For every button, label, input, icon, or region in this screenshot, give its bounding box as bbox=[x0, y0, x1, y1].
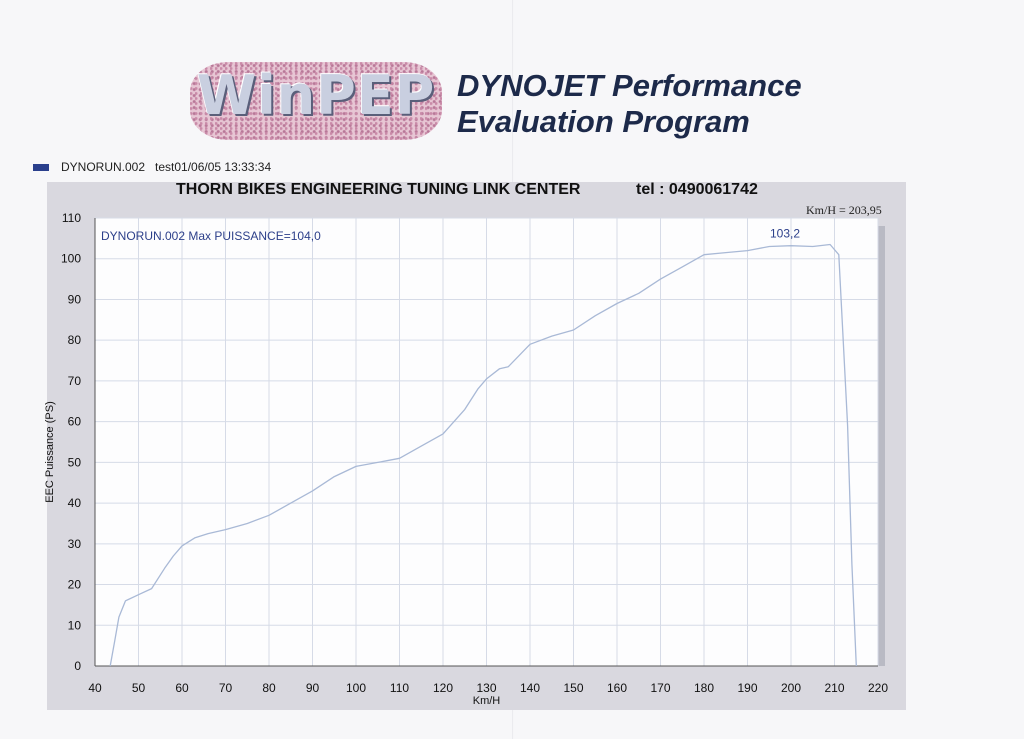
legend-run-name: DYNORUN.002 bbox=[61, 160, 146, 174]
program-title: DYNOJET Performance Evaluation Program bbox=[457, 68, 877, 140]
program-title-line2: Evaluation Program bbox=[457, 104, 750, 139]
y-tick-label: 70 bbox=[68, 374, 82, 388]
y-tick-label: 30 bbox=[68, 537, 82, 551]
y-tick-label: 50 bbox=[68, 455, 82, 469]
plot-layer: 40 50 60 70 80 90 100 110 120 130 140 150 160 170 180 1… bbox=[44, 211, 888, 707]
x-tick-label: 80 bbox=[262, 681, 276, 695]
header-title: THORN BIKES ENGINEERING TUNING LINK CENT… bbox=[176, 181, 581, 198]
x-tick-label: 190 bbox=[737, 681, 757, 695]
x-tick-label: 130 bbox=[476, 681, 496, 695]
x-tick-label: 140 bbox=[520, 681, 540, 695]
legend-run-info: test01/06/05 13:33:34 bbox=[155, 160, 272, 174]
x-tick-label: 180 bbox=[694, 681, 714, 695]
x-tick-label: 170 bbox=[650, 681, 670, 695]
logo-text: WinPEP bbox=[196, 64, 436, 127]
y-axis-title: EEC Puissance (PS) bbox=[44, 401, 56, 502]
x-tick-label: 200 bbox=[781, 681, 801, 695]
legend-swatch bbox=[33, 163, 49, 171]
x-tick-label: 160 bbox=[607, 681, 627, 695]
plot-shadow bbox=[878, 226, 885, 666]
x-tick-label: 110 bbox=[390, 681, 409, 695]
y-tick-label: 20 bbox=[68, 578, 82, 592]
x-tick-label: 120 bbox=[433, 681, 453, 695]
x-tick-label: 70 bbox=[219, 681, 233, 695]
y-tick-label: 100 bbox=[61, 252, 81, 266]
x-tick-label: 90 bbox=[306, 681, 320, 695]
x-tick-label: 40 bbox=[88, 681, 102, 695]
max-power-annotation: DYNORUN.002 Max PUISSANCE=104,0 bbox=[101, 229, 321, 243]
y-tick-label: 90 bbox=[68, 292, 82, 306]
x-tick-label: 220 bbox=[868, 681, 888, 695]
x-tick-label: 100 bbox=[346, 681, 366, 695]
legend: DYNORUN.002 test01/06/05 13:33:34 bbox=[33, 159, 271, 175]
y-tick-label: 80 bbox=[68, 333, 82, 347]
program-title-line1: DYNOJET Performance bbox=[457, 68, 802, 103]
y-tick-label: 0 bbox=[74, 659, 81, 673]
x-tick-label: 50 bbox=[132, 681, 146, 695]
x-axis-title: Km/H bbox=[473, 695, 501, 707]
peak-value-label: 103,2 bbox=[770, 227, 800, 241]
power-curve-line bbox=[109, 243, 857, 667]
logo-background bbox=[190, 62, 442, 140]
x-tick-label: 150 bbox=[563, 681, 583, 695]
y-tick-label: 40 bbox=[68, 496, 82, 510]
y-tick-label: 110 bbox=[62, 211, 81, 225]
x-tick-label: 210 bbox=[824, 681, 844, 695]
x-tick-label: 60 bbox=[175, 681, 189, 695]
y-tick-label: 10 bbox=[68, 618, 82, 632]
winpep-logo: WinPEP bbox=[190, 62, 442, 140]
header-tel: tel : 0490061742 bbox=[636, 181, 758, 198]
speed-readout: Km/H = 203,95 bbox=[806, 203, 882, 217]
y-tick-label: 60 bbox=[68, 415, 82, 429]
